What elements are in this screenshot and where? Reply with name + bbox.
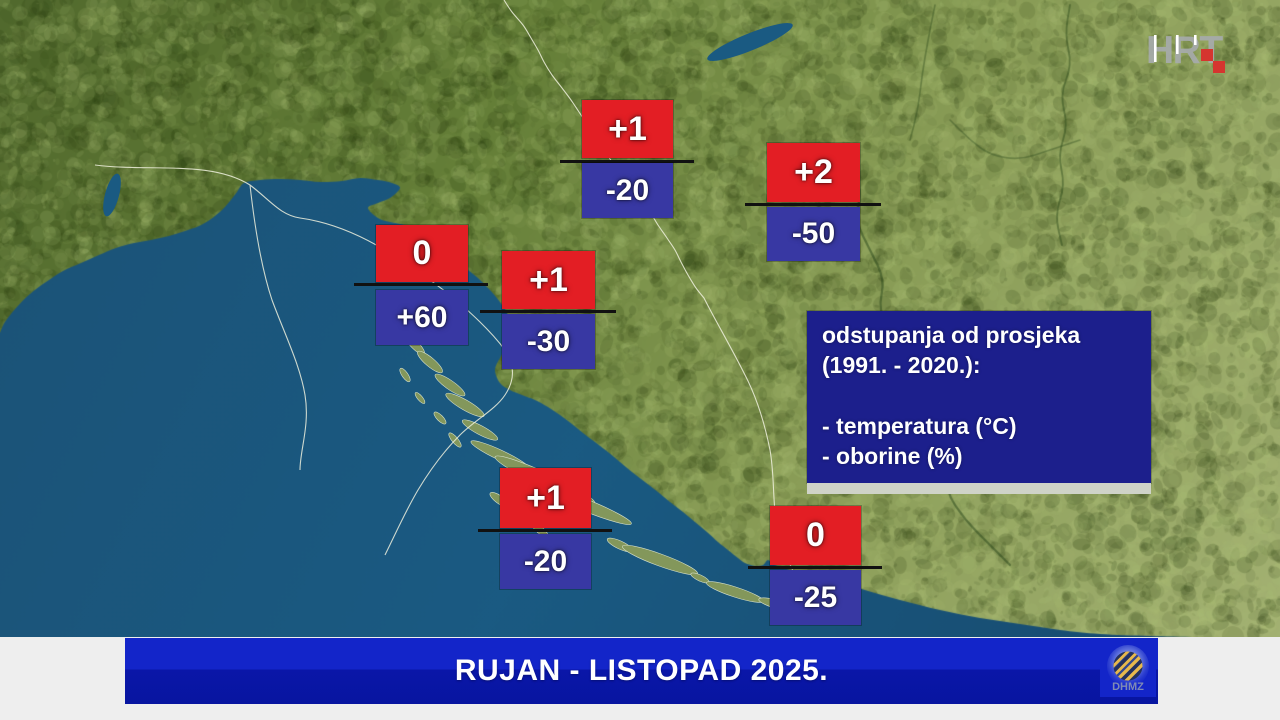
- svg-text:DHMZ: DHMZ: [1112, 681, 1144, 693]
